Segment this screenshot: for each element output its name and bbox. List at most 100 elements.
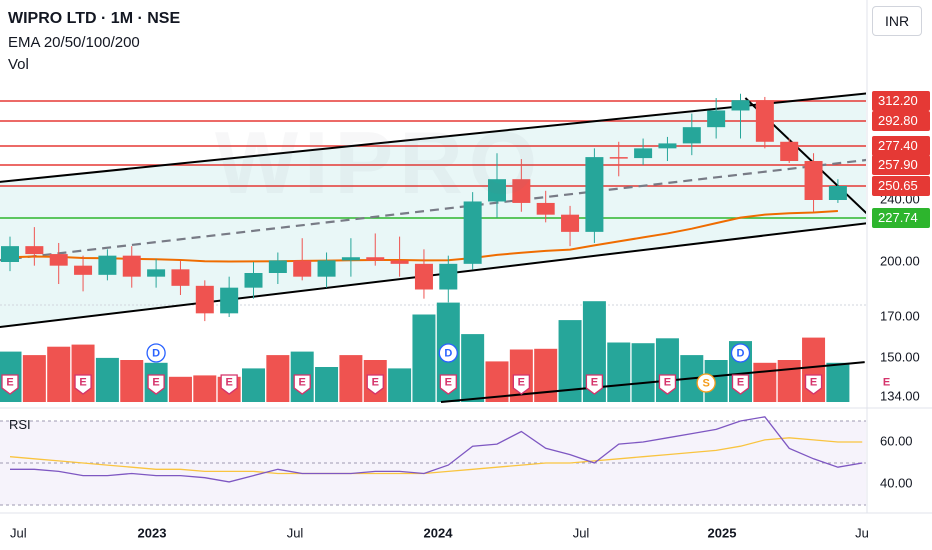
candle-body xyxy=(25,246,44,255)
volume-bar xyxy=(22,355,46,402)
earnings-marker xyxy=(439,374,457,395)
rsi-ma-line xyxy=(9,437,863,475)
price-tag-label: 277.40 xyxy=(878,138,918,153)
candle-body xyxy=(414,263,433,290)
volume-bar xyxy=(753,362,777,402)
price-axis-label: 150.00 xyxy=(880,349,920,364)
candle-body xyxy=(609,157,628,159)
price-tag xyxy=(872,176,930,196)
rsi-legend[interactable]: RSI xyxy=(9,417,31,432)
candle-body xyxy=(780,141,799,162)
earnings-marker xyxy=(731,374,750,395)
price-pane xyxy=(0,92,866,403)
volume-bar xyxy=(461,334,485,402)
rsi-line xyxy=(10,416,863,483)
earnings-marker-label: E xyxy=(225,376,232,388)
earnings-marker-label: E xyxy=(299,376,306,388)
dividend-marker-label: D xyxy=(737,347,745,359)
candle-body xyxy=(171,269,190,286)
split-marker-label: S xyxy=(702,377,709,389)
volume-bar xyxy=(558,320,582,402)
dividend-marker-label: D xyxy=(152,347,160,359)
candle-body xyxy=(1,246,19,262)
volume-bar xyxy=(412,314,436,402)
time-axis-label: Jul xyxy=(10,525,27,540)
time-axis-label: 2025 xyxy=(708,525,737,540)
volume-bar xyxy=(266,355,290,402)
candle-body xyxy=(804,161,823,200)
candle-body xyxy=(147,269,166,277)
ema-legend[interactable]: EMA 20/50/100/200 xyxy=(8,34,140,51)
dividend-marker xyxy=(730,343,751,363)
time-axis-label: 2023 xyxy=(138,525,167,540)
candle-body xyxy=(488,179,506,202)
volume-bar xyxy=(315,367,339,402)
earnings-marker xyxy=(585,374,604,395)
candle-body xyxy=(634,148,653,159)
lower-trendline xyxy=(0,222,866,328)
candle-body xyxy=(98,255,117,275)
currency-button[interactable]: INR xyxy=(872,6,922,36)
dividend-marker xyxy=(438,343,458,363)
candle-body xyxy=(463,201,482,264)
volume-bar xyxy=(193,375,217,402)
candle-body xyxy=(707,110,726,128)
earnings-marker-label: E xyxy=(79,376,86,388)
candle-body xyxy=(220,287,239,314)
candle-body xyxy=(268,260,287,273)
candle-body xyxy=(390,260,409,264)
volume-bar xyxy=(485,361,509,402)
price-tag xyxy=(872,91,930,111)
candle-body xyxy=(536,202,555,215)
volume-bar xyxy=(631,343,655,402)
dividend-marker xyxy=(146,343,166,363)
candle-body xyxy=(561,214,580,232)
price-tag xyxy=(872,136,930,156)
earnings-marker xyxy=(658,374,677,395)
earnings-marker xyxy=(74,374,92,395)
volume-bar xyxy=(47,346,71,402)
candle-body xyxy=(755,100,774,142)
earnings-marker-label: E xyxy=(591,376,598,388)
candle-body xyxy=(512,179,531,203)
earnings-marker xyxy=(293,374,311,395)
volume-bar xyxy=(242,368,265,402)
price-tag-label: 250.65 xyxy=(878,178,918,193)
earnings-marker-label: E xyxy=(518,376,525,388)
earnings-marker-label: E xyxy=(372,376,379,388)
symbol-title[interactable]: WIPRO LTD · 1M · NSE xyxy=(8,10,181,27)
volume-bar xyxy=(777,360,801,402)
candle-body xyxy=(293,260,312,277)
price-tag-label: 292.80 xyxy=(878,113,918,128)
earnings-marker-label: E xyxy=(664,376,671,388)
time-axis-label: Jul xyxy=(573,525,590,540)
price-tag xyxy=(872,208,930,228)
earnings-marker xyxy=(220,374,238,395)
rsi-axis-label: 60.00 xyxy=(880,433,913,448)
price-tag-label: 312.20 xyxy=(878,93,918,108)
candle-body xyxy=(74,265,93,275)
candle-body xyxy=(195,285,214,314)
candle-body xyxy=(585,157,604,232)
time-axis-label: Ju xyxy=(855,525,869,540)
earnings-marker-label: E xyxy=(810,376,817,388)
volume-bar xyxy=(607,342,631,402)
volume-bar xyxy=(120,360,144,402)
earnings-marker xyxy=(1,374,19,395)
volume-bar xyxy=(826,362,850,402)
volume-trendline xyxy=(440,361,865,403)
price-tag-label: 227.74 xyxy=(878,210,918,225)
candle-body xyxy=(658,143,677,149)
volume-legend[interactable]: Vol xyxy=(8,56,29,73)
price-tag-label: 257.90 xyxy=(878,157,918,172)
candle-body xyxy=(439,263,458,290)
time-axis-label: Jul xyxy=(287,525,304,540)
candle-body xyxy=(317,260,336,277)
rsi-axis-label: 40.00 xyxy=(880,475,913,490)
earnings-marker xyxy=(512,374,530,395)
earnings-marker-label: E xyxy=(737,376,744,388)
price-tag xyxy=(872,155,930,175)
time-axis-label: 2024 xyxy=(424,525,454,540)
price-axis-label: 134.00 xyxy=(880,388,920,403)
